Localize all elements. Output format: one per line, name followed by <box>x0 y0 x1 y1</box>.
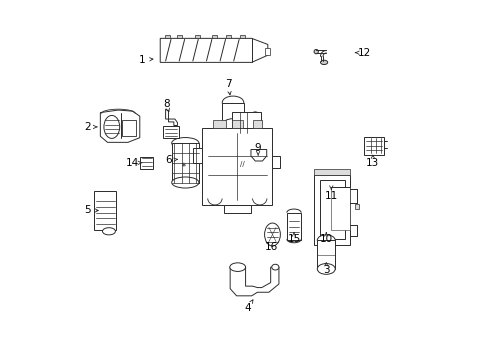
Bar <box>240 35 244 39</box>
Text: 12: 12 <box>357 48 370 58</box>
Bar <box>211 35 216 39</box>
Bar <box>193 148 202 163</box>
Bar <box>225 35 230 39</box>
Ellipse shape <box>102 228 115 235</box>
Bar <box>364 137 383 155</box>
Bar <box>202 128 272 205</box>
Text: 16: 16 <box>264 242 278 252</box>
Bar <box>140 157 153 169</box>
Bar <box>319 180 344 239</box>
Polygon shape <box>165 109 177 126</box>
Ellipse shape <box>317 235 335 246</box>
Text: 1: 1 <box>139 55 145 65</box>
Text: 8: 8 <box>163 99 169 109</box>
Bar <box>171 143 199 183</box>
Bar <box>231 120 242 128</box>
Ellipse shape <box>229 263 245 271</box>
Text: 5: 5 <box>84 206 91 216</box>
Polygon shape <box>163 126 178 138</box>
Ellipse shape <box>171 138 199 149</box>
Bar <box>213 120 225 128</box>
Bar <box>222 103 244 125</box>
Ellipse shape <box>104 116 120 138</box>
Bar <box>122 120 136 136</box>
Polygon shape <box>160 39 267 62</box>
Ellipse shape <box>317 264 335 274</box>
Text: //: // <box>240 161 244 167</box>
Bar <box>265 48 269 55</box>
Ellipse shape <box>171 177 199 188</box>
Text: 6: 6 <box>165 155 171 165</box>
Text: 7: 7 <box>224 79 231 89</box>
Ellipse shape <box>313 49 318 54</box>
Bar <box>330 187 349 230</box>
Ellipse shape <box>271 264 278 270</box>
Text: 4: 4 <box>244 303 250 314</box>
Text: 2: 2 <box>84 122 91 132</box>
Bar <box>252 120 261 128</box>
Bar <box>94 192 116 230</box>
Text: 9: 9 <box>254 143 261 153</box>
Ellipse shape <box>320 60 327 64</box>
Text: 13: 13 <box>366 158 379 168</box>
Bar <box>314 175 349 244</box>
Text: 15: 15 <box>287 234 300 244</box>
Bar <box>286 213 301 239</box>
Polygon shape <box>250 149 266 161</box>
Text: 14: 14 <box>126 158 139 168</box>
Bar <box>177 35 182 39</box>
Bar <box>272 156 280 168</box>
Bar <box>195 35 200 39</box>
Text: 11: 11 <box>324 191 337 201</box>
Bar <box>232 112 261 134</box>
Ellipse shape <box>222 119 244 132</box>
Text: 3: 3 <box>322 265 329 275</box>
Text: ∗: ∗ <box>180 162 186 167</box>
Ellipse shape <box>222 96 244 109</box>
Text: 10: 10 <box>319 234 332 244</box>
Bar <box>314 169 349 175</box>
Bar <box>223 205 250 213</box>
Bar <box>317 240 335 269</box>
Polygon shape <box>100 110 140 142</box>
Bar <box>164 35 169 39</box>
Ellipse shape <box>248 112 261 134</box>
Polygon shape <box>230 267 278 296</box>
Bar <box>354 204 358 209</box>
Ellipse shape <box>264 223 280 246</box>
